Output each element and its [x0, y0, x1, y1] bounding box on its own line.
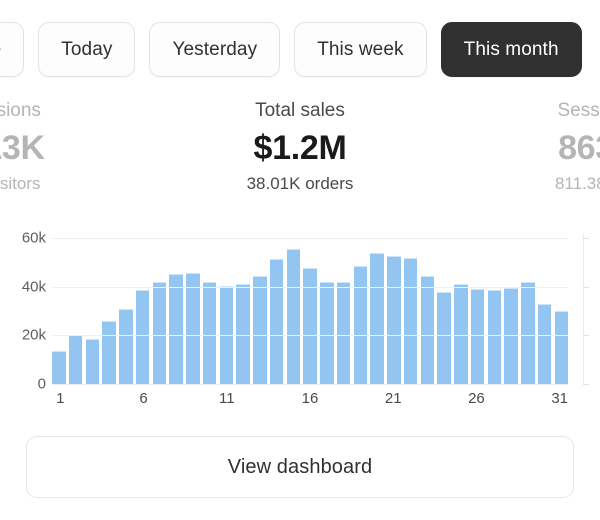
chart-x-tick-label: 21	[384, 390, 402, 407]
chart-bar[interactable]	[387, 256, 401, 384]
chart-bar[interactable]	[169, 274, 183, 384]
chart-x-axis: 1 6 11 16 21 26 31	[52, 390, 568, 412]
chart-bar[interactable]	[470, 289, 485, 384]
range-pill-label: Today	[61, 38, 113, 60]
range-pill-this-week[interactable]: This week	[294, 22, 427, 77]
metric-subtext: 38.01K orders	[246, 174, 354, 193]
metric-sessions-right[interactable]: Sessio 863 811.38K	[486, 98, 600, 196]
chart-bar[interactable]	[52, 351, 66, 384]
chart-bars	[52, 238, 569, 384]
chart-axis-tick	[583, 286, 589, 288]
chart-bar[interactable]	[454, 283, 468, 384]
total-sales-bar-chart[interactable]: 60k 40k 20k 0 1 6 11 16 21 26 31	[0, 228, 600, 413]
chart-bar[interactable]	[521, 281, 535, 384]
range-pill-label: This month	[463, 38, 559, 60]
chart-gridline	[52, 335, 568, 337]
chart-bar[interactable]	[236, 283, 250, 384]
chart-bar[interactable]	[403, 258, 418, 384]
metric-label: Sessio	[557, 100, 600, 121]
chart-right-axis	[583, 234, 584, 384]
chart-x-tick-label: 11	[218, 390, 235, 407]
chart-bar[interactable]	[202, 281, 217, 384]
chart-bar[interactable]	[102, 320, 116, 384]
range-pill-label: Yesterday	[172, 38, 258, 60]
metric-label: ssions	[0, 100, 41, 121]
chart-bar[interactable]	[320, 281, 334, 384]
chart-y-tick-label: 0	[37, 375, 46, 393]
range-pill-label: This week	[317, 38, 404, 60]
range-pill-this-month[interactable]: This month	[440, 22, 582, 77]
chart-y-axis: 60k 40k 20k 0	[0, 228, 46, 392]
chart-bar[interactable]	[537, 303, 552, 384]
chart-gridline	[52, 286, 568, 288]
chart-axis-tick	[583, 384, 589, 385]
chart-x-tick-label: 6	[139, 390, 148, 407]
chart-bar[interactable]	[487, 290, 502, 384]
chart-bar[interactable]	[135, 289, 150, 384]
chart-bar[interactable]	[186, 273, 200, 384]
metric-label: Total sales	[255, 100, 345, 121]
chart-bar[interactable]	[336, 281, 351, 384]
chart-x-tick-label: 31	[551, 390, 569, 407]
chart-y-tick-label: 40k	[21, 278, 46, 296]
chart-axis-tick	[583, 335, 589, 337]
range-pill-label: ve	[0, 39, 1, 61]
chart-bar[interactable]	[85, 338, 100, 384]
view-dashboard-label: View dashboard	[227, 455, 373, 478]
metric-subtext: visitors	[0, 174, 41, 193]
chart-bar[interactable]	[370, 253, 384, 384]
metric-value: 863	[558, 129, 600, 167]
chart-bar[interactable]	[269, 258, 284, 384]
view-dashboard-button[interactable]: View dashboard	[26, 436, 574, 498]
metric-total-sales[interactable]: Total sales $1.2M 38.01K orders	[200, 98, 400, 196]
chart-bar[interactable]	[68, 334, 83, 384]
metric-value: $1.2M	[253, 129, 347, 167]
chart-x-tick-label: 16	[301, 390, 319, 407]
chart-bar[interactable]	[420, 275, 435, 384]
chart-bar[interactable]	[286, 248, 301, 384]
range-pill-yesterday[interactable]: Yesterday	[149, 22, 281, 77]
metric-sessions-left[interactable]: ssions 13K visitors	[0, 98, 114, 196]
chart-y-tick-label: 60k	[21, 229, 46, 247]
chart-gridline	[52, 384, 568, 385]
chart-bar[interactable]	[303, 268, 317, 384]
chart-bar[interactable]	[219, 285, 234, 384]
chart-y-tick-label: 20k	[21, 326, 46, 344]
metric-value: 13K	[0, 129, 45, 167]
metric-row: ssions 13K visitors Total sales $1.2M 38…	[0, 98, 600, 216]
chart-gridline	[52, 238, 568, 239]
chart-x-tick-label: 26	[468, 390, 485, 407]
chart-bar[interactable]	[253, 276, 267, 384]
chart-axis-tick	[583, 238, 589, 239]
range-pill-live[interactable]: ve	[0, 22, 25, 77]
chart-bar[interactable]	[119, 309, 133, 384]
metric-subtext: 811.38K	[554, 174, 600, 193]
chart-bar[interactable]	[554, 310, 569, 384]
date-range-selector[interactable]: ve Today Yesterday This week This month	[0, 22, 582, 77]
chart-bar[interactable]	[152, 282, 167, 384]
chart-bar[interactable]	[437, 292, 451, 384]
chart-bar[interactable]	[353, 265, 368, 384]
chart-x-tick-label: 1	[56, 390, 65, 407]
range-pill-today[interactable]: Today	[38, 22, 136, 77]
chart-plot-area	[52, 234, 589, 385]
